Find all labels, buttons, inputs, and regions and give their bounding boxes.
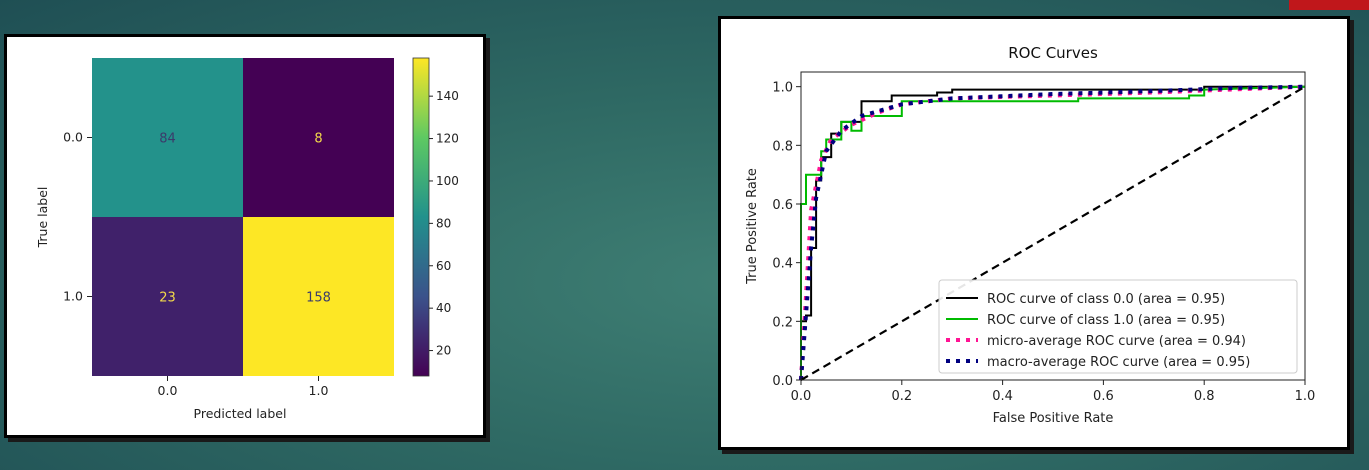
heatmap-cell (92, 217, 243, 376)
colorbar-tick-label: 20 (436, 344, 451, 358)
confusion-matrix-panel: 84 8 23 158 20 40 60 80 100 120 140 0.0 1.0 0.0 1.0 … (4, 34, 486, 438)
cell-value-label: 84 (159, 132, 176, 147)
chance-diagonal-line (800, 85, 1306, 381)
x-tick-label: 0.4 (992, 389, 1013, 404)
chart-title: ROC Curves (1008, 44, 1098, 62)
legend-label: ROC curve of class 1.0 (area = 0.95) (987, 313, 1225, 328)
x-tick-label: 0.8 (1194, 389, 1215, 404)
heatmap-cell (243, 217, 394, 376)
roc-curve-panel: ROC Curves 0.0 0.2 0.4 0.6 0.8 1.0 0.0 0.2 0.4 0.… (718, 16, 1350, 450)
y-tick-label: 1.0 (63, 289, 83, 304)
colorbar-tick-label: 120 (436, 132, 459, 146)
colorbar-tick-label: 40 (436, 301, 451, 315)
legend-label: macro-average ROC curve (area = 0.95) (987, 355, 1250, 370)
colorbar-tick-label: 100 (436, 174, 459, 188)
x-tick-label: 0.2 (891, 389, 912, 404)
roc-series-line (799, 84, 1306, 381)
x-tick-label: 1.0 (1295, 389, 1316, 404)
y-tick-label: 0.0 (63, 130, 83, 145)
colorbar (412, 57, 430, 377)
legend: ROC curve of class 0.0 (area = 0.95) ROC … (938, 279, 1298, 374)
y-tick-label: 0.8 (772, 139, 793, 154)
y-tick-label: 0.6 (772, 198, 793, 213)
y-tick-label: 0.0 (772, 374, 793, 389)
x-axis-label: False Positive Rate (993, 411, 1114, 426)
roc-series-line (799, 84, 1306, 381)
legend-label: micro-average ROC curve (area = 0.94) (987, 334, 1246, 349)
x-tick-label: 1.0 (309, 383, 329, 398)
x-tick-label: 0.6 (1093, 389, 1114, 404)
cell-value-label: 23 (159, 291, 176, 306)
colorbar-tick-label: 60 (436, 259, 451, 273)
x-tick-label: 0.0 (791, 389, 812, 404)
heatmap-cell (243, 58, 394, 217)
cell-value-label: 158 (306, 291, 331, 306)
y-tick-label: 0.2 (772, 315, 793, 330)
colorbar-tick-label: 80 (436, 216, 451, 230)
y-axis-label: True label (35, 187, 50, 249)
x-tick-label: 0.0 (158, 383, 178, 398)
roc-series-line (800, 85, 1306, 380)
y-axis-label: True Positive Rate (745, 168, 760, 285)
plot-frame (800, 71, 1306, 381)
accent-bar (1289, 0, 1369, 10)
x-axis-label: Predicted label (194, 406, 287, 421)
heatmap-cell (92, 58, 243, 217)
y-tick-label: 0.4 (772, 257, 793, 272)
y-tick-label: 1.0 (772, 81, 793, 96)
cell-value-label: 8 (314, 132, 322, 147)
roc-curve-chart: ROC Curves 0.0 0.2 0.4 0.6 0.8 1.0 0.0 0.2 0.4 0.… (745, 44, 1316, 426)
legend-box (938, 279, 1298, 374)
colorbar-tick-label: 140 (436, 89, 459, 103)
legend-label: ROC curve of class 0.0 (area = 0.95) (987, 292, 1225, 307)
